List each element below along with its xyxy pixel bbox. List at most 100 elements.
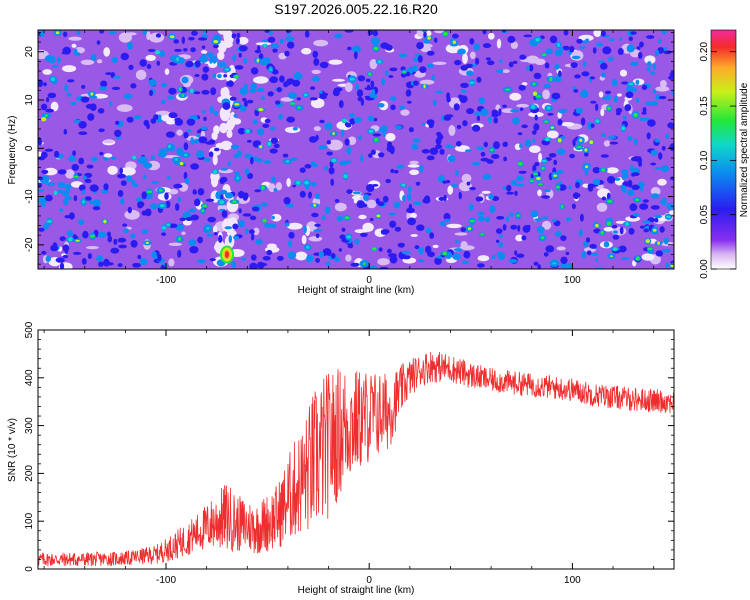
heatmap-cell: [313, 229, 323, 233]
heatmap-cell: [524, 139, 532, 147]
heatmap-cell: [488, 32, 495, 40]
heatmap-cell: [636, 46, 641, 50]
heatmap-cell: [423, 84, 426, 89]
heatmap-cell: [262, 218, 267, 223]
heatmap-cell: [455, 170, 459, 177]
heatmap-cell: [458, 94, 463, 99]
heatmap-cell: [448, 125, 456, 136]
heatmap-cell: [114, 120, 120, 125]
heatmap-y-axis: 20 10 0 -10 -20: [24, 32, 674, 265]
heatmap-cell: [530, 210, 539, 218]
heatmap-cell: [226, 119, 235, 131]
heatmap-cell: [214, 147, 220, 152]
heatmap-cell: [429, 147, 439, 155]
heatmap-cell: [516, 183, 525, 187]
heatmap-cell: [328, 59, 343, 65]
heatmap-cell: [64, 84, 69, 92]
heatmap-cell: [619, 69, 628, 77]
heatmap-cell: [319, 119, 325, 124]
heatmap-cell: [142, 30, 147, 36]
heatmap-cell: [630, 31, 637, 35]
heatmap-cell: [247, 172, 254, 180]
heatmap-cell: [670, 91, 674, 95]
heatmap-cell: [270, 223, 277, 228]
heatmap-cell: [535, 38, 540, 42]
heatmap-cell: [533, 72, 542, 80]
heatmap-cell: [131, 179, 135, 185]
heatmap-cell: [560, 122, 575, 127]
heatmap-cell: [601, 168, 606, 172]
heatmap-cell: [381, 78, 385, 86]
heatmap-cell: [460, 89, 467, 94]
heatmap-cell: [544, 120, 549, 123]
heatmap-cell: [628, 36, 633, 42]
heatmap-cell: [456, 141, 462, 147]
heatmap-cell: [416, 42, 424, 50]
heatmap-cell: [465, 149, 472, 153]
heatmap-cell: [215, 142, 226, 149]
heatmap-cell: [347, 136, 357, 145]
heatmap-cell: [220, 189, 228, 195]
heatmap-cell: [654, 214, 663, 219]
heatmap-cell: [469, 81, 475, 84]
heatmap-cell: [127, 206, 132, 214]
heatmap-cell: [394, 125, 403, 130]
heatmap-cell: [313, 126, 321, 132]
heatmap-cell: [55, 257, 65, 263]
heatmap-cell: [601, 196, 607, 201]
colorbar-ticks: 0.00 0.05 0.10 0.15 0.20: [699, 42, 736, 279]
heatmap-cell: [421, 122, 426, 126]
heatmap-cell: [334, 202, 347, 212]
x-tick-label: 0: [366, 275, 372, 286]
heatmap-cell: [437, 175, 445, 183]
heatmap-cell: [472, 124, 481, 132]
heatmap-cell: [178, 237, 182, 241]
heatmap-cell: [117, 173, 126, 179]
heatmap-cell: [357, 75, 366, 82]
heatmap-cell: [218, 234, 223, 243]
heatmap-cell: [200, 126, 208, 131]
heatmap-cell: [402, 255, 411, 260]
heatmap-cell: [52, 64, 59, 68]
x-tick-label: -100: [156, 275, 176, 286]
colorbar: 0.00 0.05 0.10 0.15 0.20 Normalized spectral…: [699, 29, 750, 279]
heatmap-cell: [516, 214, 520, 217]
heatmap-cell: [309, 136, 318, 143]
heatmap-cell: [635, 97, 640, 103]
heatmap-cell: [85, 178, 92, 184]
heatmap-cell: [641, 84, 648, 90]
heatmap-cell: [605, 94, 611, 101]
heatmap-cell: [102, 140, 115, 144]
heatmap-cell: [267, 36, 276, 43]
heatmap-cell: [148, 79, 157, 87]
heatmap-cell: [151, 251, 157, 259]
heatmap-cell: [288, 231, 295, 239]
heatmap-cell: [559, 47, 564, 52]
heatmap-cell: [139, 59, 147, 67]
heatmap-cell: [452, 40, 456, 44]
heatmap-cell: [269, 76, 279, 84]
heatmap-cell: [226, 229, 237, 237]
heatmap-cell: [103, 219, 107, 224]
heatmap-cell: [183, 142, 189, 151]
heatmap-cell: [368, 153, 373, 158]
heatmap-cell: [461, 260, 469, 265]
heatmap-cell: [667, 122, 674, 129]
heatmap-cell: [387, 248, 392, 254]
heatmap-cell: [324, 122, 333, 131]
heatmap-cell: [338, 248, 342, 252]
heatmap-cell: [612, 234, 620, 240]
heatmap-cell: [120, 52, 129, 61]
heatmap-cell: [173, 39, 179, 44]
heatmap-cell: [601, 62, 607, 69]
heatmap-cell: [324, 165, 329, 171]
heatmap-cell: [330, 252, 336, 259]
heatmap-cell: [250, 67, 259, 75]
heatmap-cell: [552, 218, 557, 223]
heatmap-cell: [488, 193, 494, 200]
heatmap-cell: [477, 255, 490, 262]
heatmap-cell: [360, 98, 364, 106]
heatmap-cell: [328, 167, 335, 175]
heatmap-cell: [325, 261, 331, 267]
heatmap-cell: [202, 66, 209, 73]
